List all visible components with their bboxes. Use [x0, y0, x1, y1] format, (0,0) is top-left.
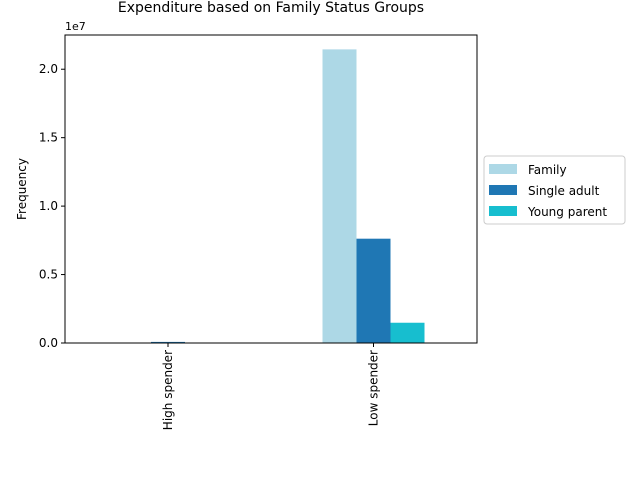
x-tick-label: High spender: [161, 350, 175, 430]
legend: Family Single adult Young parent: [483, 155, 626, 225]
legend-swatch: [489, 206, 517, 216]
y-tick-label: 1.5: [39, 131, 58, 145]
bar-single-adult: [151, 341, 185, 343]
legend-label: Family: [528, 163, 567, 177]
bar-family: [322, 49, 357, 344]
y-scale-label: 1e7: [65, 20, 86, 33]
legend-box: [483, 155, 626, 225]
y-tick-label: 0.5: [39, 268, 58, 282]
plot-area: 0.0 0.5 1.0 1.5 2.0 High spender Low spender: [39, 49, 425, 430]
legend-label: Young parent: [527, 205, 607, 219]
y-tick-label: 2.0: [39, 62, 58, 76]
x-tick-label: Low spender: [367, 350, 381, 426]
y-tick-label: 1.0: [39, 199, 58, 213]
plot-frame: [64, 34, 478, 344]
bar-young-parent: [390, 322, 425, 343]
bar-single-adult: [356, 238, 391, 343]
legend-swatch: [489, 164, 517, 174]
legend-swatch: [489, 185, 517, 195]
chart-title: Expenditure based on Family Status Group…: [118, 0, 424, 16]
y-tick-label: 0.0: [39, 336, 58, 350]
y-axis-label: Frequency: [15, 158, 29, 220]
legend-label: Single adult: [528, 184, 600, 198]
